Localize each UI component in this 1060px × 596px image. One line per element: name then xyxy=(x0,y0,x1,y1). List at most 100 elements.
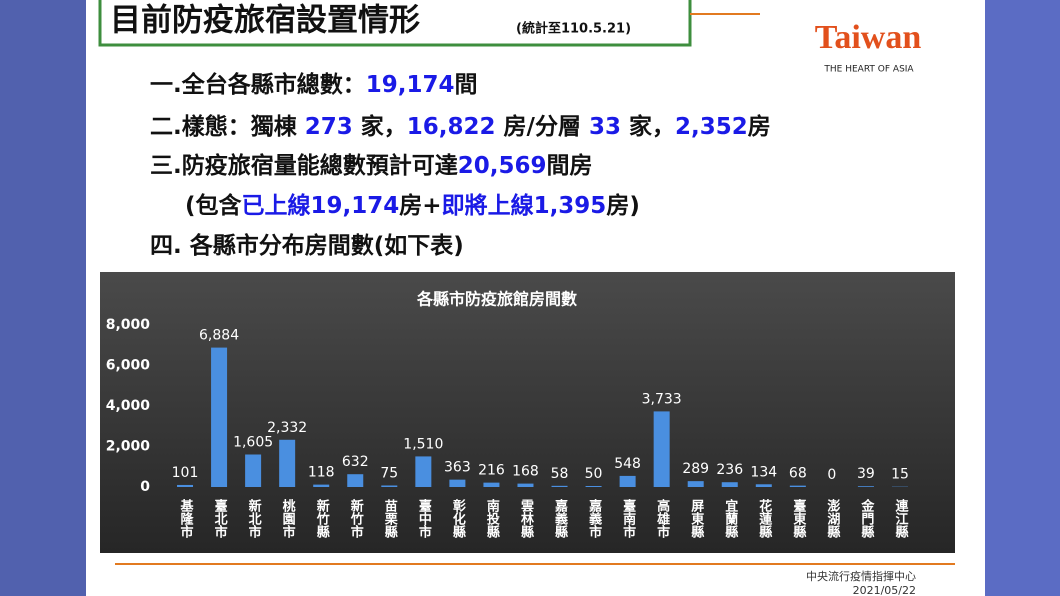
value-label: 101 xyxy=(172,465,199,481)
x-tick-label: 嘉義市 xyxy=(586,498,603,539)
chart-title: 各縣市防疫旅館房間數 xyxy=(416,290,577,309)
info-segment: (包含 xyxy=(185,192,243,219)
info-segment: 33 xyxy=(589,114,621,140)
bar xyxy=(449,479,466,487)
footer-date: 2021/05/22 xyxy=(853,584,916,596)
info-segment: 四. 各縣市分布房間數(如下表) xyxy=(150,232,464,259)
footer-org: 中央流行疫情指揮中心 xyxy=(806,569,916,583)
info-segment: 一.全台各縣市總數： xyxy=(150,71,366,98)
value-label: 39 xyxy=(857,466,875,482)
info-line: 三.防疫旅宿量能總數預計可達20,569間房 xyxy=(150,152,593,179)
bar xyxy=(585,485,602,487)
info-segment: 16,822 xyxy=(407,114,496,140)
bar xyxy=(789,485,806,487)
info-line: 二.樣態：獨棟 273 家，16,822 房/分層 33 家，2,352房 xyxy=(150,113,771,140)
x-tick-label: 連江縣 xyxy=(892,498,908,539)
x-tick-label: 雲林縣 xyxy=(518,498,534,539)
x-tick-label: 花蓮縣 xyxy=(756,498,772,539)
bar xyxy=(245,454,262,487)
info-segment: 273 xyxy=(305,114,353,140)
info-segment: 19,174 xyxy=(366,72,455,98)
value-label: 0 xyxy=(827,467,836,483)
value-label: 363 xyxy=(444,460,471,476)
bar xyxy=(517,483,534,487)
info-segment: 2,352 xyxy=(675,114,748,140)
bar xyxy=(619,475,636,487)
x-tick-label: 苗栗縣 xyxy=(382,498,398,539)
title-box xyxy=(98,0,692,47)
x-tick-label: 嘉義縣 xyxy=(552,498,569,539)
info-segment: 三.防疫旅宿量能總數預計可達 xyxy=(150,152,458,179)
info-segment: 房 xyxy=(748,113,771,140)
x-tick-label: 新北市 xyxy=(246,498,262,539)
x-tick-label: 高雄市 xyxy=(654,498,671,539)
value-label: 75 xyxy=(380,465,398,481)
x-tick-label: 基隆市 xyxy=(178,498,195,539)
value-label: 236 xyxy=(716,462,743,478)
value-label: 118 xyxy=(308,465,335,481)
bar xyxy=(177,484,194,487)
info-segment: 房) xyxy=(606,192,640,219)
x-tick-label: 臺中市 xyxy=(416,498,432,539)
info-segment: 20,569 xyxy=(458,153,547,179)
y-tick-label: 0 xyxy=(140,479,150,495)
value-label: 548 xyxy=(614,456,641,472)
value-label: 50 xyxy=(585,466,603,482)
x-tick-label: 金門縣 xyxy=(858,498,875,539)
bar xyxy=(551,485,568,487)
bar xyxy=(211,347,228,487)
bar xyxy=(279,439,296,487)
info-segment: 房+ xyxy=(399,192,441,219)
x-tick-label: 宜蘭縣 xyxy=(722,498,738,539)
y-tick-label: 2,000 xyxy=(106,439,151,455)
y-tick-label: 8,000 xyxy=(106,317,151,333)
x-tick-label: 彰化縣 xyxy=(450,498,466,539)
value-label: 2,332 xyxy=(267,420,307,436)
info-line: 一.全台各縣市總數：19,174間 xyxy=(150,71,478,98)
slide-subtitle: (統計至110.5.21) xyxy=(516,21,631,37)
info-segment: 房/分層 xyxy=(496,113,589,140)
bar xyxy=(653,411,670,487)
value-label: 289 xyxy=(682,461,709,477)
info-segment: 家， xyxy=(353,113,407,140)
slide-title: 目前防疫旅宿設置情形 xyxy=(110,3,420,39)
value-label: 1,605 xyxy=(233,434,273,450)
info-line: (包含已上線19,174房+即將上線1,395房) xyxy=(185,192,640,219)
y-tick-label: 6,000 xyxy=(106,358,151,374)
left-blur-shade xyxy=(0,0,86,596)
bar xyxy=(721,482,738,487)
right-blur xyxy=(985,0,1060,596)
bar xyxy=(415,456,432,487)
info-segment: 二.樣態：獨棟 xyxy=(150,113,305,140)
value-label: 6,884 xyxy=(199,328,239,344)
info-segment: 間 xyxy=(455,72,478,98)
value-label: 3,733 xyxy=(642,391,682,407)
logo: Taiwan xyxy=(815,19,922,56)
x-tick-label: 新竹縣 xyxy=(314,498,331,539)
bar xyxy=(857,486,874,487)
x-tick-label: 南投縣 xyxy=(484,498,500,539)
info-segment: 已上線19,174 xyxy=(242,192,400,219)
x-tick-label: 澎湖縣 xyxy=(824,498,840,539)
chart-area xyxy=(100,272,955,553)
x-tick-label: 臺南市 xyxy=(620,498,636,539)
bar xyxy=(347,474,364,487)
value-label: 168 xyxy=(512,464,539,480)
value-label: 1,510 xyxy=(403,436,443,452)
value-label: 632 xyxy=(342,454,369,470)
value-label: 15 xyxy=(891,467,909,483)
x-tick-label: 桃園市 xyxy=(280,498,296,539)
x-tick-label: 臺北市 xyxy=(212,498,228,539)
value-label: 58 xyxy=(551,466,569,482)
bar xyxy=(313,484,330,487)
logo-tagline: THE HEART OF ASIA xyxy=(823,65,914,75)
bar xyxy=(483,482,500,487)
value-label: 68 xyxy=(789,466,807,482)
bar xyxy=(755,484,772,487)
info-segment: 間房 xyxy=(547,152,593,179)
y-tick-label: 4,000 xyxy=(106,398,151,414)
x-tick-label: 屏東縣 xyxy=(688,499,704,539)
info-segment: 即將上線1,395 xyxy=(442,192,607,219)
info-segment: 家， xyxy=(621,113,675,140)
